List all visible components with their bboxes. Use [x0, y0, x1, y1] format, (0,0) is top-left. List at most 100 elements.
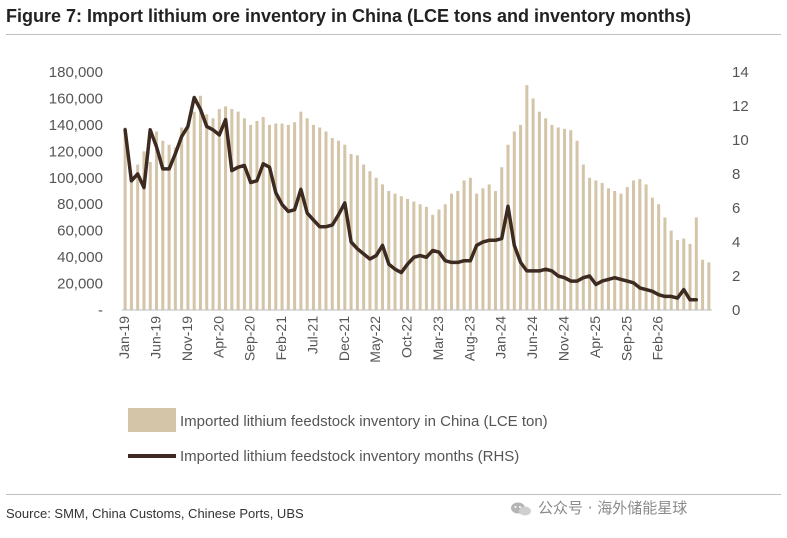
bar: [450, 193, 454, 310]
bar: [230, 109, 234, 311]
bar: [161, 140, 165, 310]
bar: [293, 122, 297, 310]
bar: [261, 116, 265, 310]
right-tick-label: 14: [732, 64, 749, 81]
x-tick-label: Aug-23: [461, 316, 477, 361]
bar: [481, 188, 485, 310]
bar: [192, 111, 196, 311]
bar: [625, 187, 629, 310]
x-tick-label: Mar-23: [430, 316, 446, 361]
figure-title: Figure 7: Import lithium ore inventory i…: [6, 6, 692, 26]
left-tick-label: 100,000: [49, 170, 103, 187]
right-tick-label: 6: [732, 200, 740, 217]
left-tick-label: 20,000: [57, 276, 103, 293]
right-tick-label: 10: [732, 132, 749, 149]
bar: [255, 120, 259, 310]
left-tick-label: 140,000: [49, 117, 103, 134]
bar: [537, 111, 541, 311]
bar: [337, 140, 341, 310]
x-tick-label: Sep-25: [618, 316, 634, 361]
bar: [129, 177, 133, 310]
left-tick-label: 80,000: [57, 196, 103, 213]
bar: [487, 184, 491, 310]
x-tick-label: Feb-21: [273, 316, 289, 361]
left-tick-label: 40,000: [57, 249, 103, 266]
right-tick-label: 4: [732, 234, 740, 251]
bar: [224, 106, 228, 310]
bar: [286, 124, 290, 310]
wechat-icon: [511, 502, 531, 515]
bar: [588, 177, 592, 310]
title-rule: [6, 34, 781, 35]
x-tick-label: Jul-21: [304, 316, 320, 354]
x-tick-label: Jan-19: [116, 316, 132, 359]
right-tick-label: 0: [732, 302, 740, 319]
bar: [581, 164, 585, 310]
left-tick-label: 160,000: [49, 90, 103, 107]
source-note: Source: SMM, China Customs, Chinese Port…: [6, 506, 304, 521]
bar: [123, 127, 127, 311]
x-tick-label: Nov-19: [179, 316, 195, 361]
bar: [512, 131, 516, 310]
bar: [299, 111, 303, 311]
left-tick-label: 180,000: [49, 64, 103, 81]
bar: [550, 124, 554, 310]
bar: [701, 259, 705, 310]
bar: [136, 164, 140, 310]
bar: [393, 193, 397, 310]
line-series-inventory-months: [123, 95, 699, 302]
bar: [142, 151, 146, 310]
bar: [249, 124, 253, 310]
bar: [368, 171, 372, 310]
bar: [688, 243, 692, 310]
x-tick-label: Feb-26: [650, 316, 666, 361]
bar: [619, 193, 623, 310]
bar: [663, 217, 667, 310]
legend-label-bar: Imported lithium feedstock inventory in …: [180, 413, 548, 430]
bar: [650, 197, 654, 310]
bar: [600, 183, 604, 310]
bar: [632, 180, 636, 310]
left-tick-label: 120,000: [49, 143, 103, 160]
bar: [217, 109, 221, 311]
bar: [707, 262, 711, 310]
x-tick-label: Jun-24: [524, 316, 540, 359]
bar: [399, 196, 403, 310]
bar: [198, 95, 202, 310]
bar: [173, 147, 177, 310]
left-tick-label: 60,000: [57, 223, 103, 240]
bar: [318, 127, 322, 311]
bar: [167, 144, 171, 310]
bar: [374, 177, 378, 310]
bar: [531, 98, 535, 310]
legend-label-line: Imported lithium feedstock inventory mon…: [180, 448, 519, 465]
bar: [556, 127, 560, 311]
watermark-text: 公众号 · 海外储能星球: [538, 499, 688, 517]
x-tick-label: Jun-19: [148, 316, 164, 359]
x-tick-label: Jan-24: [493, 316, 509, 359]
right-tick-label: 2: [732, 268, 740, 285]
bar: [644, 184, 648, 310]
bar: [669, 230, 673, 310]
bar: [274, 123, 278, 310]
bar: [362, 164, 366, 310]
bar: [594, 180, 598, 310]
bar: [569, 130, 573, 310]
bar: [205, 114, 209, 310]
bar: [682, 238, 686, 310]
bar: [456, 191, 460, 310]
bar: [186, 124, 190, 310]
right-tick-label: 12: [732, 98, 749, 115]
bar: [437, 209, 441, 310]
x-tick-label: Apr-25: [587, 316, 603, 358]
x-tick-label: May-22: [367, 316, 383, 363]
bar: [343, 144, 347, 310]
bar: [519, 124, 523, 310]
right-tick-label: 8: [732, 166, 740, 183]
bar: [475, 193, 479, 310]
bar: [443, 204, 447, 310]
bar: [324, 131, 328, 310]
bar: [606, 188, 610, 310]
x-tick-label: Sep-20: [242, 316, 258, 361]
bar: [468, 177, 472, 310]
